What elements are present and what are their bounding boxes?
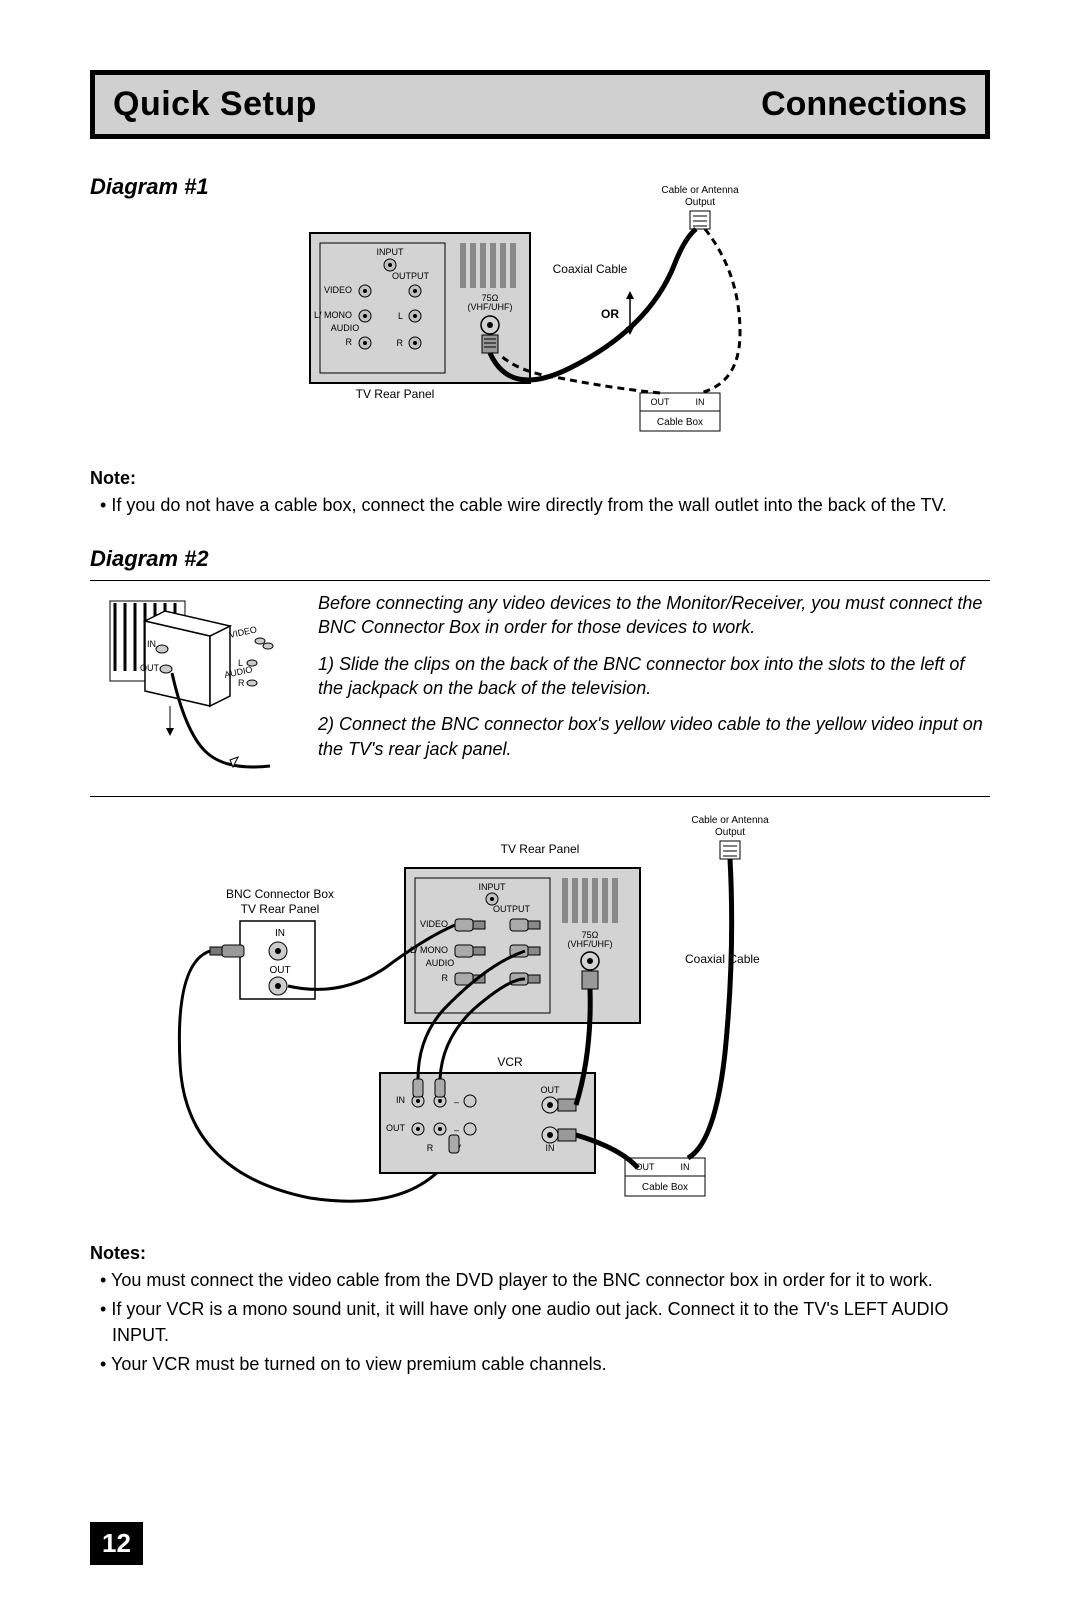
- coax-label: Coaxial Cable: [553, 262, 628, 276]
- d2-tvrear: TV Rear Panel: [501, 842, 580, 856]
- d2-box-out: OUT: [636, 1162, 656, 1172]
- note2-t1: You must connect the video cable from th…: [111, 1270, 933, 1290]
- section-2: Diagram #2 IN OUT VIDE: [90, 546, 990, 1377]
- d2-vcr-in: IN: [396, 1095, 405, 1105]
- d2-output: Output: [715, 827, 745, 838]
- diagram1-figure: Cable or Antenna Output INPUT OUTPUT VID…: [90, 208, 990, 458]
- tv-audio-label: AUDIO: [331, 323, 360, 333]
- d2-tvinput: INPUT: [479, 882, 507, 892]
- iso-r: R: [238, 678, 245, 688]
- d2-audio: AUDIO: [426, 958, 455, 968]
- note1-text: If you do not have a cable box, connect …: [111, 495, 947, 515]
- d2-vcr-out: OUT: [386, 1123, 406, 1133]
- section-1: Diagram #1 Cable or Antenna Output INPUT…: [90, 174, 990, 518]
- d2-step1: 1) Slide the clips on the back of the BN…: [318, 652, 990, 701]
- d2-intro: Before connecting any video devices to t…: [318, 591, 990, 640]
- iso-out: OUT: [140, 663, 160, 673]
- note2-t2: If your VCR is a mono sound unit, it wil…: [111, 1299, 948, 1344]
- d2-box-in: IN: [681, 1162, 690, 1172]
- note-label-1: Note:: [90, 468, 990, 489]
- tv-r2-label: R: [397, 338, 404, 348]
- d2-coax: Coaxial Cable: [685, 952, 760, 966]
- svg-text:–: –: [454, 1125, 459, 1135]
- d2-bnc-in: IN: [275, 928, 285, 939]
- diagram2-title: Diagram #2: [90, 546, 990, 572]
- d2-vcr: VCR: [497, 1055, 523, 1069]
- d2-vcr-coax-out: OUT: [541, 1085, 561, 1095]
- note2-b3: • Your VCR must be turned on to view pre…: [100, 1352, 990, 1377]
- iso-in: IN: [147, 639, 156, 649]
- tv-output-label: OUTPUT: [392, 271, 430, 281]
- tv-panel-label: TV Rear Panel: [356, 387, 435, 401]
- header-bar: Quick Setup Connections: [90, 70, 990, 139]
- d2-bnc-out: OUT: [269, 965, 290, 976]
- note2-b1: • You must connect the video cable from …: [100, 1268, 990, 1293]
- diagram2-main: Cable or Antenna Output TV Rear Panel IN…: [90, 803, 990, 1233]
- label-cable-antenna: Cable or Antenna: [661, 185, 739, 196]
- tv-r-label: R: [346, 337, 353, 347]
- tv-video-label: VIDEO: [324, 285, 352, 295]
- box-out: OUT: [651, 397, 671, 407]
- tv-vhf-label: (VHF/UHF): [468, 302, 513, 312]
- diagram2-intro-row: IN OUT VIDEO L AUDIO R: [90, 591, 990, 786]
- divider-mid: [90, 796, 990, 797]
- d2-step2: 2) Connect the BNC connector box's yello…: [318, 712, 990, 761]
- note2-b2: • If your VCR is a mono sound unit, it w…: [100, 1297, 990, 1347]
- page-number: 12: [90, 1522, 143, 1565]
- tv-input-label: INPUT: [377, 247, 405, 257]
- diagram1-title: Diagram #1: [90, 174, 209, 200]
- d2-vcr-coax-in: IN: [546, 1143, 555, 1153]
- d2-r: R: [442, 973, 449, 983]
- or-label: OR: [601, 307, 619, 321]
- header-right: Connections: [761, 85, 967, 124]
- d2-tvoutput: OUTPUT: [493, 904, 531, 914]
- bnc-iso-figure: IN OUT VIDEO L AUDIO R: [90, 591, 300, 786]
- tv-l-label: L: [398, 311, 403, 321]
- diagram2-instructions: Before connecting any video devices to t…: [318, 591, 990, 786]
- cable-box-label: Cable Box: [657, 417, 703, 428]
- tv-lmono-label: L/ MONO: [314, 310, 352, 320]
- notes-label-2: Notes:: [90, 1243, 990, 1264]
- divider-top: [90, 580, 990, 581]
- header-left: Quick Setup: [113, 85, 317, 124]
- d2-cablebox: Cable Box: [642, 1182, 688, 1193]
- d2-vcr-r: R: [427, 1143, 434, 1153]
- d2-vhf: (VHF/UHF): [568, 939, 613, 949]
- d2-cableant: Cable or Antenna: [691, 815, 769, 826]
- d2-bnc-tvrear: TV Rear Panel: [241, 902, 320, 916]
- svg-text:–: –: [454, 1097, 459, 1107]
- label-output: Output: [685, 197, 715, 208]
- iso-video: VIDEO: [228, 625, 257, 641]
- d2-tvvideo: VIDEO: [420, 919, 448, 929]
- d2-bnc: BNC Connector Box: [226, 887, 334, 901]
- note1-bullet: • If you do not have a cable box, connec…: [100, 493, 990, 518]
- box-in: IN: [696, 397, 705, 407]
- note2-t3: Your VCR must be turned on to view premi…: [111, 1354, 607, 1374]
